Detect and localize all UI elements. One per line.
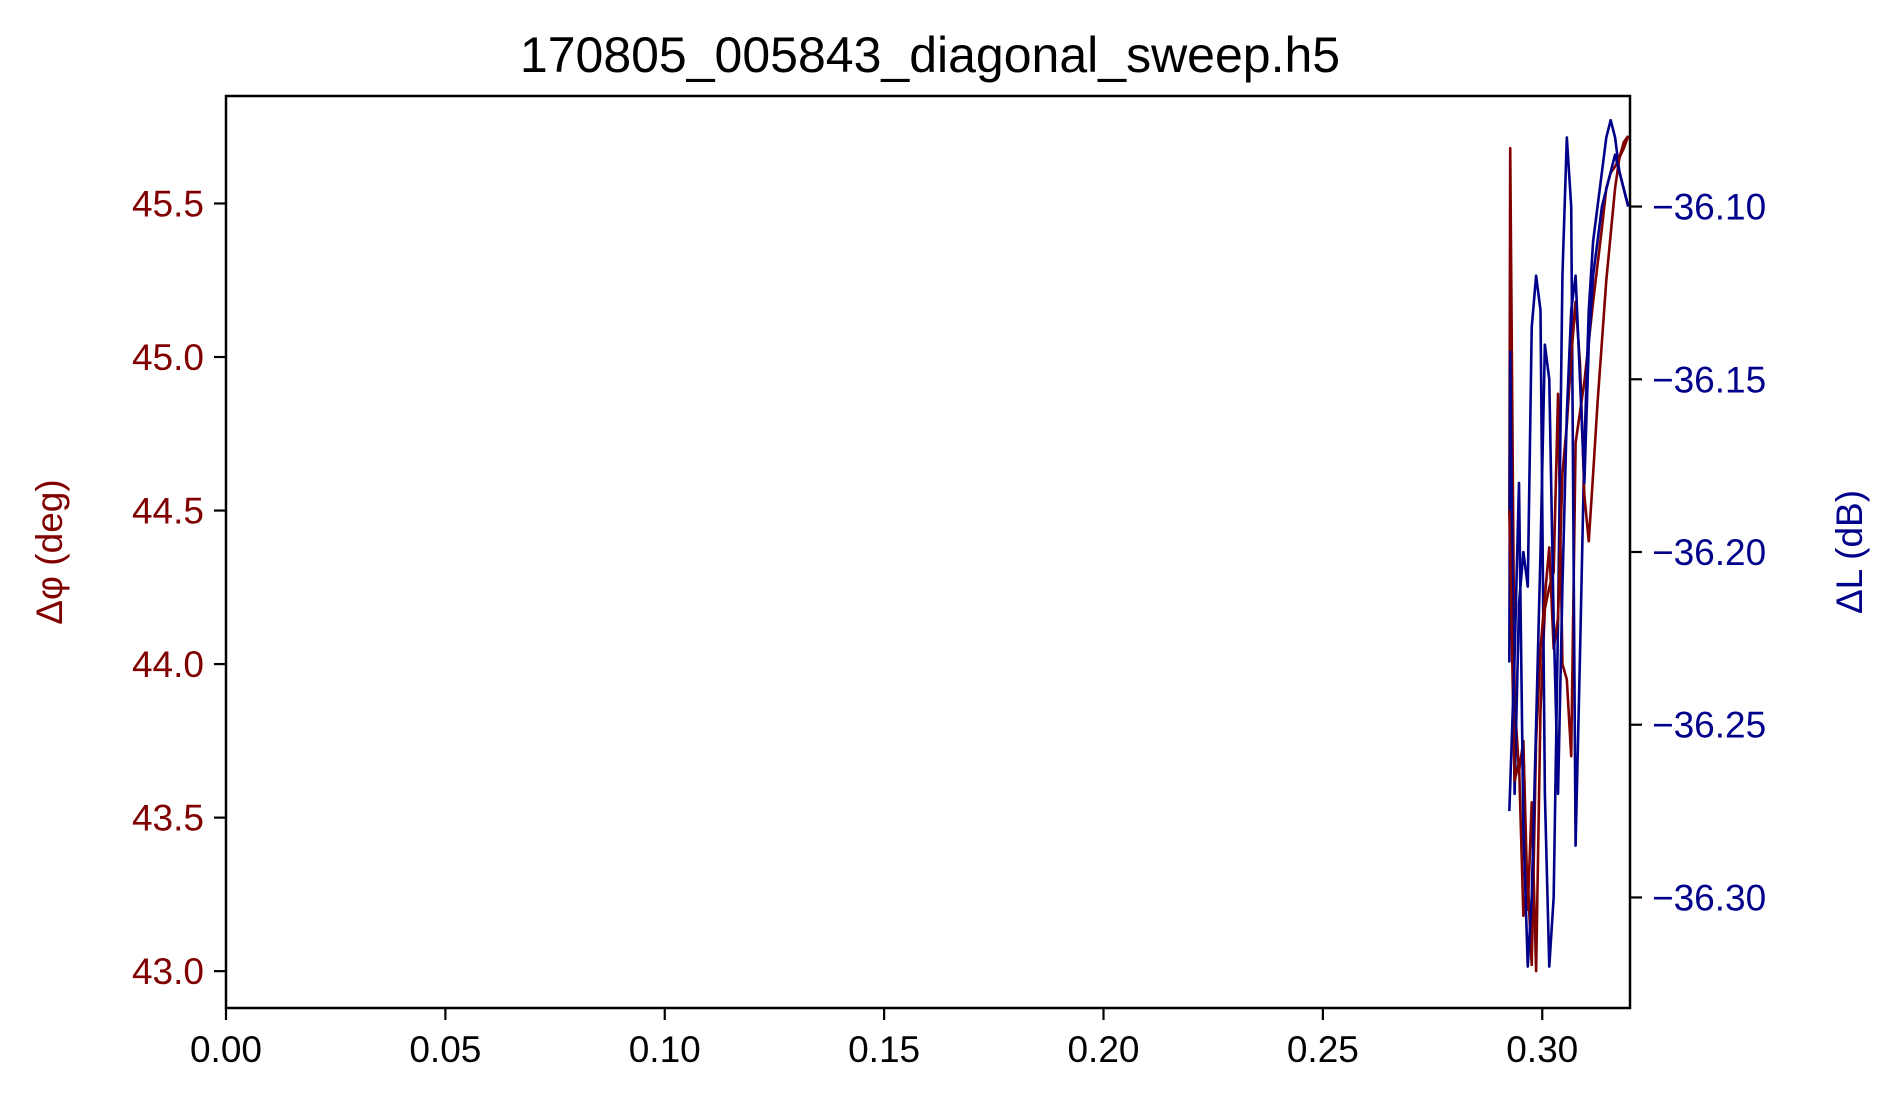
left-tick-label: 43.0 [132,951,204,992]
x-tick-label: 0.15 [848,1029,920,1070]
right-y-axis: −36.30 −36.25 −36.20 −36.15 −36.10 [1630,187,1766,918]
plot-frame [224,94,1632,1010]
x-tick-label: 0.30 [1506,1029,1578,1070]
x-tick-label: 0.10 [629,1029,701,1070]
left-y-axis: 43.0 43.5 44.0 44.5 45.0 45.5 [132,183,226,992]
left-axis-label: Δφ (deg) [29,479,70,624]
x-tick-label: 0.20 [1067,1029,1139,1070]
left-tick-label: 43.5 [132,798,204,839]
x-axis: 0.00 0.05 0.10 0.15 0.20 0.25 0.30 [190,1008,1578,1070]
right-tick-label: −36.20 [1652,532,1766,573]
plot-area [224,94,1632,1010]
chart-title: 170805_005843_diagonal_sweep.h5 [520,27,1340,83]
left-tick-label: 44.5 [132,491,204,532]
x-tick-label: 0.25 [1287,1029,1359,1070]
series-line-right-3 [1508,153,1630,968]
x-tick-label: 0.05 [409,1029,481,1070]
x-tick-label: 0.00 [190,1029,262,1070]
right-tick-label: −36.15 [1652,359,1766,400]
right-tick-label: −36.25 [1652,705,1766,746]
series-layer [1508,118,1630,973]
right-axis-label: ΔL (dB) [1829,490,1870,614]
series-line-right-1 [1508,118,1630,968]
right-tick-label: −36.10 [1652,187,1766,228]
left-tick-label: 45.5 [132,183,204,224]
left-tick-label: 45.0 [132,337,204,378]
left-tick-label: 44.0 [132,644,204,685]
right-tick-label: −36.30 [1652,877,1766,918]
